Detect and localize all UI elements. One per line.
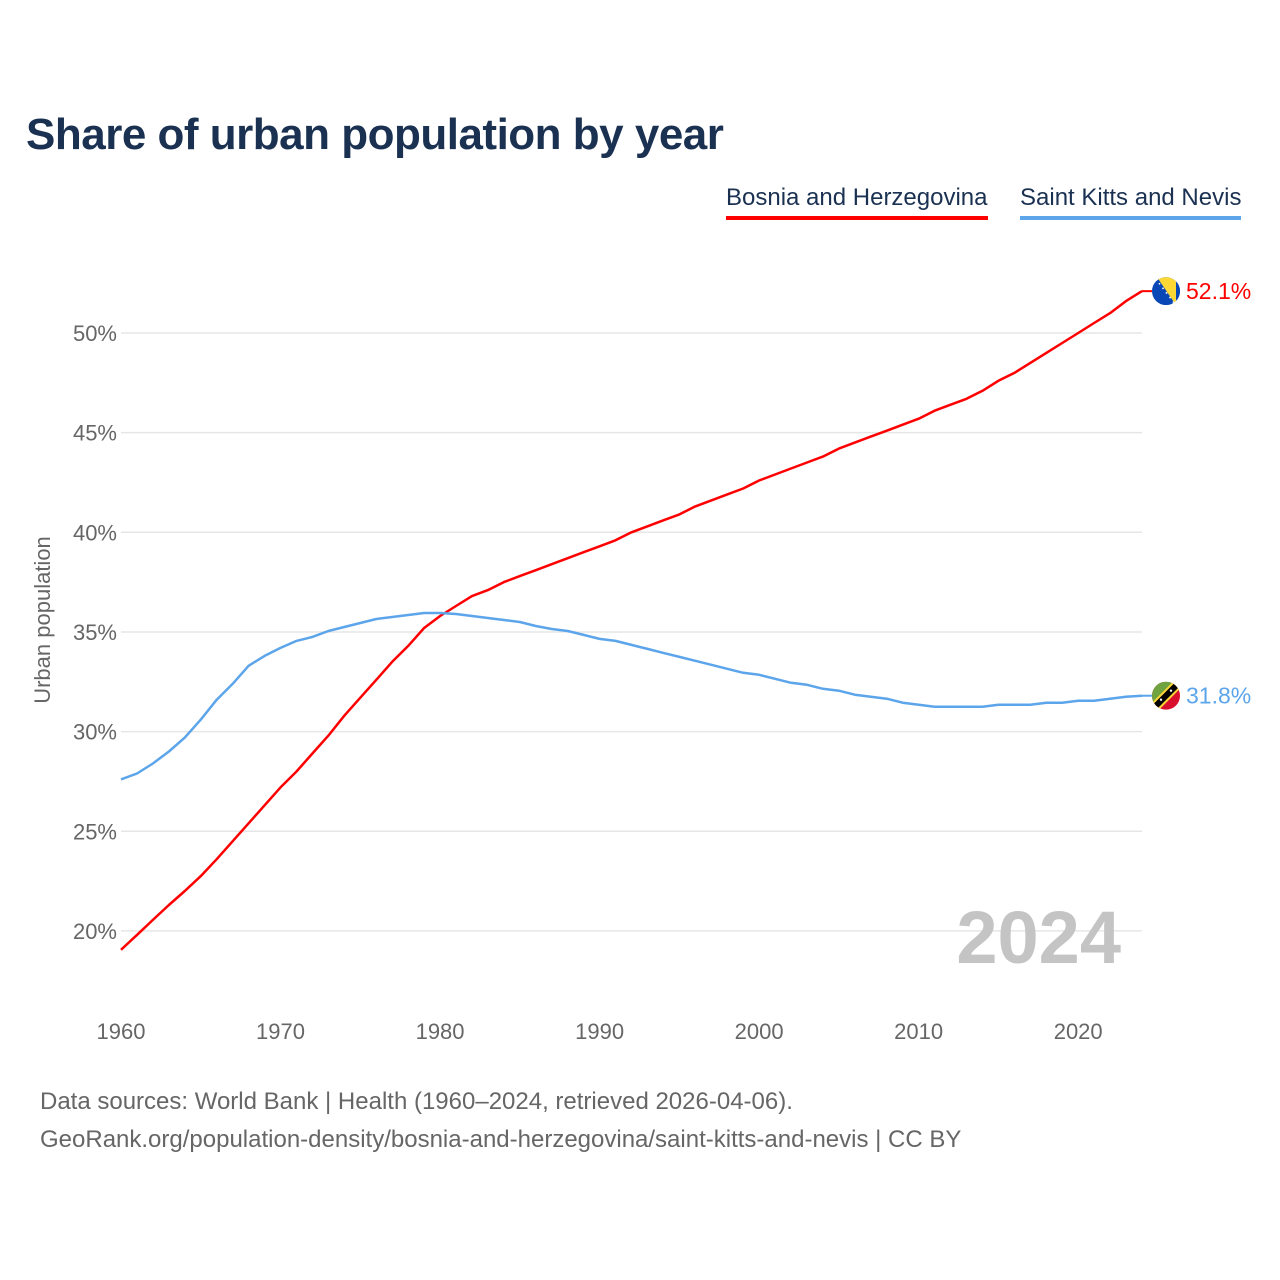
chart-title: Share of urban population by year (26, 110, 724, 159)
y-tick-label: 20% (73, 919, 117, 944)
flag-yellow (1157, 277, 1176, 306)
flag-star (1155, 278, 1157, 281)
y-tick-label: 25% (73, 819, 117, 844)
footer-link[interactable]: GeoRank.org/population-density/bosnia-an… (40, 1126, 962, 1153)
y-tick-label: 45% (73, 421, 117, 446)
footer-sources: Data sources: World Bank | Health (1960–… (40, 1088, 793, 1115)
year-label: 2024 (956, 896, 1121, 979)
legend-saint-kitts[interactable]: Saint Kitts and Nevis (1020, 184, 1242, 220)
flag-black-band (1152, 681, 1180, 710)
x-tick-label: 2000 (735, 1019, 784, 1044)
legend-bosnia[interactable]: Bosnia and Herzegovina (726, 184, 988, 220)
y-tick-label: 30% (73, 720, 117, 745)
flag-star (1165, 292, 1168, 294)
series-line-bosnia (120, 290, 1143, 951)
x-tick-label: 1990 (575, 1019, 624, 1044)
flag-star (1158, 282, 1161, 285)
saint-kitts-flag-icon (1152, 681, 1180, 710)
x-tick-label: 2010 (894, 1019, 943, 1044)
x-tick-label: 1980 (416, 1019, 465, 1044)
flag-star (1169, 689, 1173, 692)
flag-edge (1177, 277, 1180, 306)
bosnia-flag-icon (1152, 277, 1180, 306)
y-tick-label: 40% (73, 520, 117, 545)
x-tick-label: 2020 (1054, 1019, 1103, 1044)
line-chart: 20% 25% 30% 35% 40% 45% 50% 1960 1970 1980 1990 200… (30, 277, 1251, 1044)
y-tick-label: 50% (73, 321, 117, 346)
flag-star (1162, 287, 1164, 290)
flag-star (1159, 698, 1163, 701)
y-axis-label: Urban population (30, 536, 55, 704)
flag-body (1152, 277, 1180, 306)
series-line-saint-kitts (120, 611, 1143, 781)
flag-body (1152, 681, 1180, 710)
end-value-label: 52.1% (1186, 278, 1251, 304)
end-value-label: 31.8% (1186, 683, 1251, 709)
x-tick-label: 1960 (97, 1019, 146, 1044)
x-tick-label: 1970 (256, 1019, 305, 1044)
flag-star (1169, 296, 1171, 299)
y-tick-label: 35% (73, 620, 117, 645)
flag-star (1172, 301, 1175, 304)
